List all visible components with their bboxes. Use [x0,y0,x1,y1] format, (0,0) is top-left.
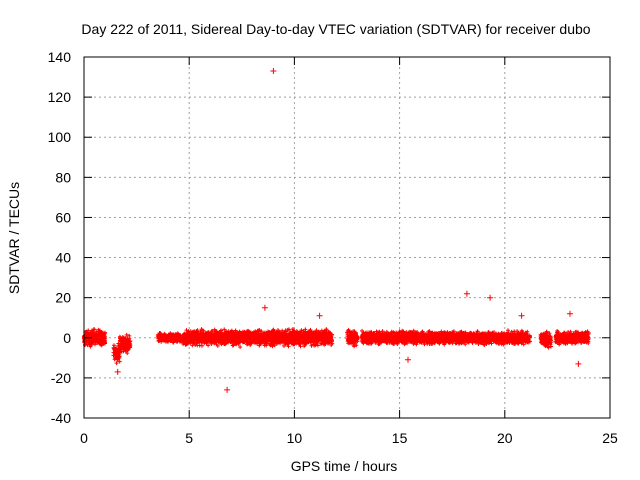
data-point [157,338,162,343]
data-point [88,339,93,344]
data-point [117,359,122,364]
data-point [165,335,170,340]
data-point [103,330,107,335]
data-point [119,343,124,348]
data-point [161,336,166,341]
data-point [171,337,176,342]
data-point [92,339,97,344]
data-point [257,343,262,348]
data-point [128,344,132,348]
data-point [87,342,92,347]
data-point [95,335,99,340]
data-point [125,351,130,356]
data-point [121,349,126,354]
data-points [82,68,591,393]
data-point [115,355,120,360]
data-point [114,361,119,366]
data-point [88,331,93,336]
data-point [84,333,89,338]
data-point [101,337,106,342]
data-point [120,335,125,340]
data-point [124,339,129,344]
data-point [96,327,101,332]
data-point [324,327,329,332]
data-point [127,336,132,341]
data-point [88,338,93,343]
data-point [177,333,182,338]
data-point [90,336,94,341]
data-point [112,351,117,356]
data-point [125,348,130,352]
data-point [178,335,183,340]
data-point [124,332,129,337]
data-point [124,343,129,348]
data-point [84,329,89,334]
data-point [113,346,118,351]
data-point [120,339,125,344]
data-point [89,328,94,333]
data-point [168,334,173,339]
data-point [173,335,178,339]
data-point [162,332,167,337]
grid-lines [84,57,610,418]
data-point [97,341,102,346]
